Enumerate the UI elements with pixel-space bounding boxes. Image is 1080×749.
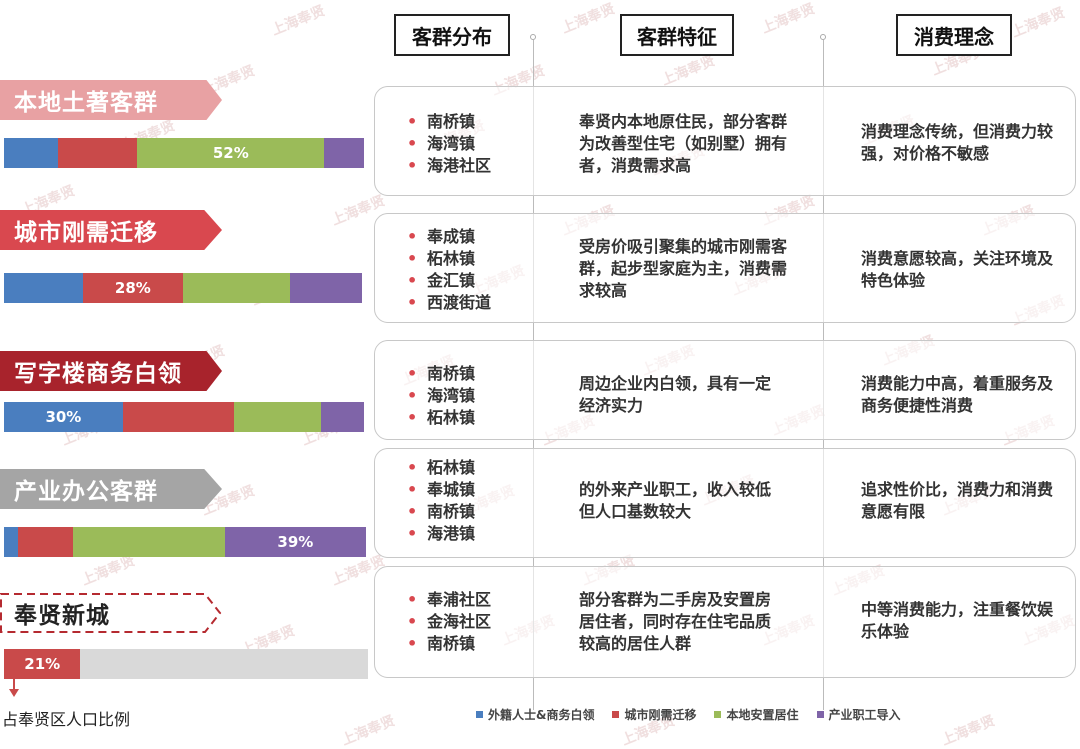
bar-segment [324, 138, 364, 168]
segment-label-white-collar: 写字楼商务白领 [0, 351, 222, 391]
list-item: 金汇镇 [405, 270, 491, 292]
bar-data-label: 21% [24, 655, 61, 673]
segment-card-migrants: 奉成镇 柘林镇 金汇镇 西渡街道 受房价吸引聚集的城市刚需客群，起步型家庭为主，… [374, 213, 1076, 323]
down-arrow-icon [9, 676, 19, 697]
legend-item: 产业职工导入 [816, 706, 901, 723]
bar-segment [72, 527, 225, 557]
bar-segment [4, 138, 58, 168]
district-list: 柘林镇 奉城镇 南桥镇 海港镇 [405, 457, 475, 545]
dashed-arrow-outline [0, 593, 222, 633]
segment-philosophy: 消费理念传统，但消费力较强，对价格不敏感 [861, 122, 1054, 163]
district-list: 南桥镇 海湾镇 海港社区 [405, 111, 491, 177]
list-item: 奉浦社区 [405, 589, 491, 611]
bar-segment [58, 138, 138, 168]
list-item: 柘林镇 [405, 457, 475, 479]
watermark: 上海奉贤 [269, 3, 328, 39]
segment-philosophy: 消费意愿较高，关注环境及特色体验 [861, 249, 1054, 290]
watermark: 上海奉贤 [559, 1, 618, 37]
segment-philosophy: 中等消费能力，注重餐饮娱乐体验 [861, 600, 1054, 641]
bar-segment [182, 273, 291, 303]
population-share-bar: 21% [4, 649, 368, 679]
list-item: 奉城镇 [405, 479, 475, 501]
legend-swatch [714, 711, 722, 718]
list-item: 海湾镇 [405, 133, 491, 155]
segment-card-industrial: 柘林镇 奉城镇 南桥镇 海港镇 的外来产业职工，收入较低但人口基数较大 追求性价… [374, 448, 1076, 558]
segment-feature: 部分客群为二手房及安置房居住者，同时存在住宅品质较高的居住人群 [579, 590, 772, 653]
legend-label: 产业职工导入 [828, 708, 901, 722]
legend-swatch [816, 711, 824, 718]
bar-segment: 21% [4, 649, 81, 679]
bar-segment [18, 527, 73, 557]
bar-segment: 30% [4, 402, 123, 432]
bar-data-label: 30% [45, 408, 82, 426]
segment-label-industrial: 产业办公客群 [0, 469, 222, 509]
divider-dot [820, 34, 826, 40]
bar-data-label: 52% [212, 144, 249, 162]
bar-segment [122, 402, 235, 432]
segment-label-migrants: 城市刚需迁移 [0, 210, 222, 250]
header-philosophy: 消费理念 [896, 14, 1012, 56]
legend-item: 外籍人士&商务白领 [476, 706, 594, 723]
segment-philosophy: 消费能力中高，着重服务及商务便捷性消费 [861, 374, 1054, 415]
bar-segment: 39% [224, 527, 366, 557]
legend-label: 城市刚需迁移 [624, 708, 697, 722]
list-item: 南桥镇 [405, 633, 491, 655]
legend-item: 本地安置居住 [714, 706, 799, 723]
list-item: 海湾镇 [405, 385, 475, 407]
legend-item: 城市刚需迁移 [612, 706, 696, 723]
segment-card-local: 南桥镇 海湾镇 海港社区 奉贤内本地原住民，部分客群为改善型住宅（如别墅）拥有者… [374, 86, 1076, 196]
stacked-bar-local: 52% [4, 138, 364, 168]
header-distribution: 客群分布 [394, 14, 510, 56]
watermark: 上海奉贤 [339, 713, 398, 749]
segment-philosophy: 追求性价比，消费力和消费意愿有限 [861, 480, 1054, 521]
bar-segment: 52% [137, 138, 325, 168]
chart-legend: 外籍人士&商务白领 城市刚需迁移 本地安置居住 产业职工导入 [476, 706, 901, 723]
list-item: 西渡街道 [405, 292, 491, 314]
legend-swatch [612, 711, 620, 718]
watermark: 上海奉贤 [759, 1, 818, 37]
list-item: 南桥镇 [405, 111, 491, 133]
watermark: 上海奉贤 [659, 53, 718, 89]
district-list: 奉成镇 柘林镇 金汇镇 西渡街道 [405, 226, 491, 314]
segment-feature: 周边企业内白领，具有一定经济实力 [579, 374, 772, 415]
legend-label: 外籍人士&商务白领 [488, 708, 595, 722]
bar-segment [4, 273, 83, 303]
bar-segment [320, 402, 364, 432]
segment-feature: 受房价吸引聚集的城市刚需客群，起步型家庭为主，消费需求较高 [579, 237, 788, 300]
watermark: 上海奉贤 [1009, 5, 1068, 41]
bar-data-label: 39% [277, 533, 314, 551]
list-item: 南桥镇 [405, 363, 475, 385]
segment-label-local: 本地土著客群 [0, 80, 222, 120]
header-features: 客群特征 [620, 14, 734, 56]
segment-feature: 的外来产业职工，收入较低但人口基数较大 [579, 480, 772, 521]
bar-segment [4, 527, 19, 557]
watermark: 上海奉贤 [939, 713, 998, 749]
segment-card-new-city: 奉浦社区 金海社区 南桥镇 部分客群为二手房及安置房居住者，同时存在住宅品质较高… [374, 566, 1076, 678]
footnote: 占奉贤区人口比例 [2, 710, 131, 729]
bar-segment [290, 273, 362, 303]
segment-feature: 奉贤内本地原住民，部分客群为改善型住宅（如别墅）拥有者，消费需求高 [579, 112, 788, 175]
list-item: 奉成镇 [405, 226, 491, 248]
legend-label: 本地安置居住 [726, 708, 799, 722]
segment-card-white-collar: 南桥镇 海湾镇 柘林镇 周边企业内白领，具有一定经济实力 消费能力中高，着重服务… [374, 340, 1076, 440]
bar-data-label: 28% [114, 279, 151, 297]
stacked-bar-industrial: 39% [4, 527, 366, 557]
legend-swatch [476, 711, 483, 718]
list-item: 南桥镇 [405, 501, 475, 523]
list-item: 海港镇 [405, 523, 475, 545]
segment-label-new-city-text: 奉贤新城 [14, 603, 110, 629]
segment-label-new-city: 奉贤新城 [0, 593, 222, 633]
list-item: 金海社区 [405, 611, 491, 633]
stacked-bar-migrants: 28% [4, 273, 362, 303]
list-item: 柘林镇 [405, 407, 475, 429]
list-item: 柘林镇 [405, 248, 491, 270]
bar-segment [234, 402, 321, 432]
district-list: 南桥镇 海湾镇 柘林镇 [405, 363, 475, 429]
list-item: 海港社区 [405, 155, 491, 177]
bar-segment: 28% [82, 273, 183, 303]
divider-dot [530, 34, 536, 40]
stacked-bar-white-collar: 30% [4, 402, 364, 432]
district-list: 奉浦社区 金海社区 南桥镇 [405, 589, 491, 655]
bar-segment-remaining [80, 649, 368, 679]
